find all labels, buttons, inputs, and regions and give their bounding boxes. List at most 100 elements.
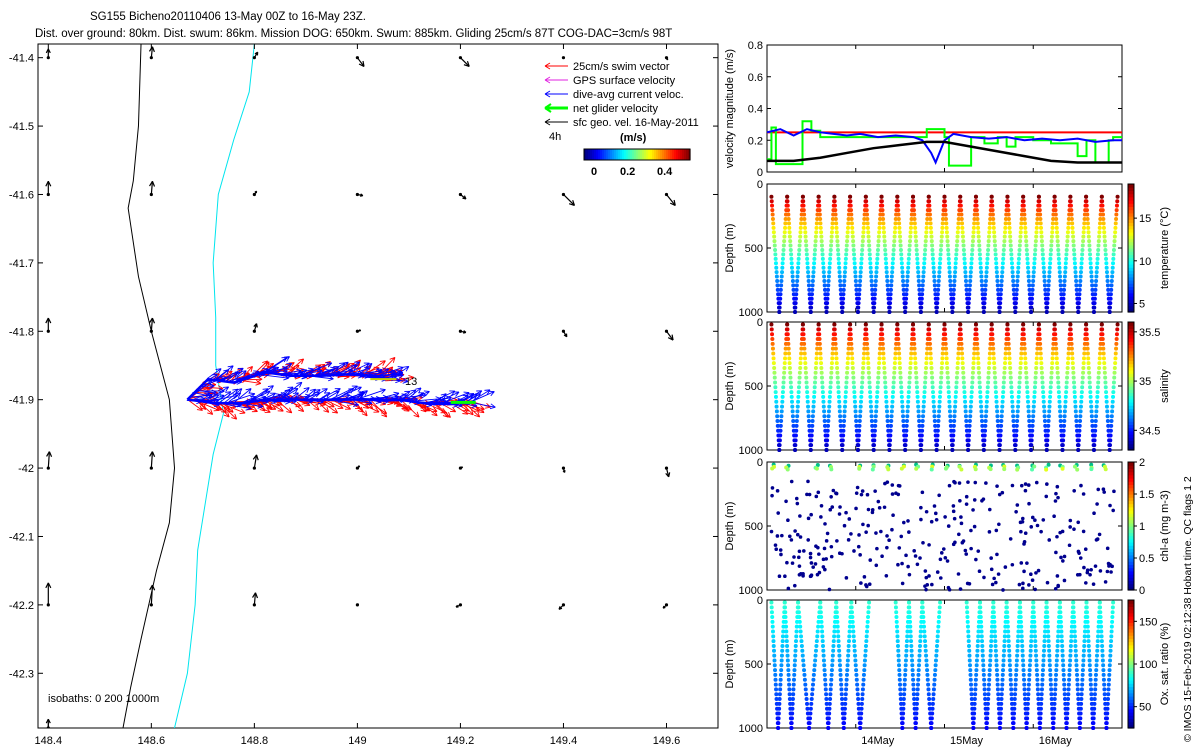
cbar-cell — [592, 149, 595, 160]
cbar-cell — [666, 149, 669, 160]
cbar-cell — [1128, 354, 1134, 358]
cbar-cell — [1128, 430, 1134, 435]
swim-vector — [469, 402, 485, 414]
current-vector — [204, 386, 230, 402]
current-vector — [229, 392, 256, 403]
cbar-cell — [622, 149, 625, 160]
ytick-label: 0.4 — [748, 104, 763, 116]
cbar-cell — [1128, 283, 1134, 287]
geo-arrow — [253, 190, 258, 195]
cbar-cell — [1128, 338, 1134, 342]
cbar-cell — [596, 149, 599, 160]
cbar-cell — [1128, 212, 1134, 217]
legend-item-gps: GPS surface velocity — [544, 75, 676, 87]
cbar-cell — [1128, 437, 1134, 441]
geo-arrow — [459, 57, 470, 68]
current-vector — [459, 393, 475, 403]
current-vector — [231, 370, 247, 382]
legend-item-swim: 25cm/s swim vector — [544, 61, 670, 73]
date-tick-label: 16May — [1039, 735, 1073, 747]
map-ytick-label: -42.1 — [9, 531, 34, 543]
ytick-label: 0.6 — [748, 72, 763, 84]
swim-vector — [466, 404, 481, 418]
current-vector — [304, 362, 333, 376]
swim-vector — [420, 402, 438, 417]
cbar-cell — [1128, 325, 1134, 329]
cbar-cell — [1128, 395, 1134, 400]
panel-axes — [766, 44, 1123, 173]
cbar-cell — [1128, 196, 1134, 201]
cbar-cell — [1128, 651, 1134, 655]
cbar-cell — [1128, 660, 1134, 665]
geo-arrow — [148, 46, 155, 58]
map-ytick-label: -41.4 — [9, 53, 34, 65]
ytick-label: 0 — [757, 457, 763, 469]
cbar-tick-label: 150 — [1139, 616, 1157, 628]
cbar-cell — [1128, 296, 1134, 300]
swim-vector — [441, 403, 457, 413]
cbar-cell — [1128, 699, 1134, 703]
cbar-cell — [1128, 600, 1134, 604]
cbar-cell — [1128, 373, 1134, 377]
cbar-cell — [1128, 289, 1134, 294]
cbar-cell — [656, 149, 659, 160]
current-vector — [357, 363, 373, 376]
current-vector — [215, 369, 230, 381]
cbar-cell — [650, 149, 653, 160]
cbar-cell — [1128, 724, 1134, 729]
cbar-cell — [1128, 411, 1134, 416]
ytick-label: 0.8 — [748, 40, 763, 52]
cbar-cell — [586, 149, 589, 160]
cbar-cell — [1128, 535, 1134, 540]
y-axis-label: Depth (m) — [724, 502, 736, 551]
geo-arrow — [666, 330, 674, 341]
cbar-cell — [1128, 219, 1134, 223]
legend-item-current: dive-avg current veloc. — [544, 89, 684, 101]
cbar-cell — [1128, 561, 1134, 565]
ytick-label: 1000 — [739, 585, 763, 597]
velocity-series — [767, 140, 1122, 164]
geo-arrow — [460, 194, 467, 200]
cbar-cell — [652, 149, 655, 160]
swim-vector — [370, 399, 388, 418]
cbar-cell — [1128, 267, 1134, 271]
swim-vector — [366, 360, 386, 375]
profile-points — [769, 462, 1116, 592]
cbar-cell — [1128, 405, 1134, 409]
cbar-cell — [1128, 586, 1134, 591]
cbar-cell — [1128, 465, 1134, 469]
cbar-cell — [1128, 513, 1134, 517]
cbar-cell — [1128, 705, 1134, 710]
current-vector — [266, 356, 290, 372]
cbar-cell — [1128, 474, 1134, 479]
cbar-cell — [1128, 503, 1134, 508]
cbar-cell — [1128, 225, 1134, 230]
cbar-cell — [1128, 254, 1134, 259]
map-xtick-label: 149.2 — [447, 735, 475, 747]
cbar-cell — [1128, 331, 1134, 336]
track-line — [186, 371, 389, 401]
cbar-cell — [1128, 619, 1134, 623]
isobath-label: isobaths: 0 200 1000m — [48, 693, 159, 705]
velocity-series — [766, 128, 1122, 165]
ytick-label: 1000 — [739, 445, 763, 457]
cbar-cell — [658, 149, 661, 160]
cbar-cell — [1128, 427, 1134, 432]
cbar-cell — [1128, 644, 1134, 649]
cbar-cell — [1128, 286, 1134, 291]
swim-vector — [199, 402, 214, 415]
legend-label-geo: sfc geo. vel. 16-May-2011 — [573, 117, 699, 129]
cbar-cell — [1128, 664, 1134, 668]
cbar-cell — [1128, 667, 1134, 671]
cbar-cell — [1128, 718, 1134, 723]
geo-arrow-origin — [252, 603, 256, 607]
cbar-label: salinity — [1159, 369, 1171, 403]
cbar-cell — [606, 149, 609, 160]
current-vector — [219, 367, 244, 382]
geo-arrow-origin — [149, 329, 153, 333]
map-xtick-label: 148.4 — [35, 735, 63, 747]
cbar-cell — [1128, 264, 1134, 268]
cbar-cell — [1128, 478, 1134, 482]
cbar-cell — [640, 149, 643, 160]
